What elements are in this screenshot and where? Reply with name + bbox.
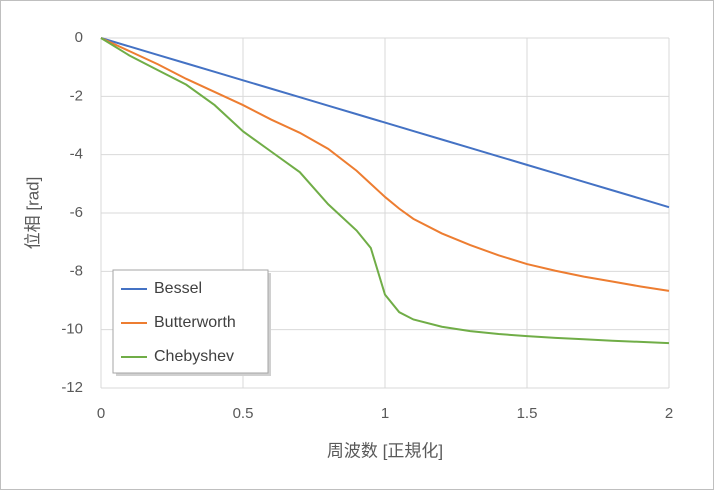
x-tick-label: 0.5: [233, 405, 254, 422]
y-tick-label: -12: [61, 379, 83, 396]
x-tick-label: 0: [97, 405, 105, 422]
y-tick-label: -10: [61, 321, 83, 338]
series-line: [100, 37, 670, 292]
y-tick-label: -4: [70, 146, 83, 163]
legend: [112, 269, 269, 374]
y-tick-label: 0: [75, 29, 83, 46]
series-line: [100, 37, 670, 209]
y-tick-label: -6: [70, 204, 83, 221]
x-tick-label: 1.5: [517, 405, 538, 422]
y-tick-label: -8: [70, 262, 83, 279]
legend-label: Bessel: [154, 280, 202, 297]
legend-label: Butterworth: [154, 314, 236, 331]
series-line: [100, 37, 670, 345]
legend-label: Chebyshev: [154, 348, 234, 365]
x-axis-label: 周波数 [正規化]: [327, 441, 443, 460]
y-axis-label: 位相 [rad]: [23, 177, 42, 250]
x-tick-label: 1: [381, 405, 389, 422]
x-tick-label: 2: [665, 405, 673, 422]
y-tick-label: -2: [70, 87, 83, 104]
